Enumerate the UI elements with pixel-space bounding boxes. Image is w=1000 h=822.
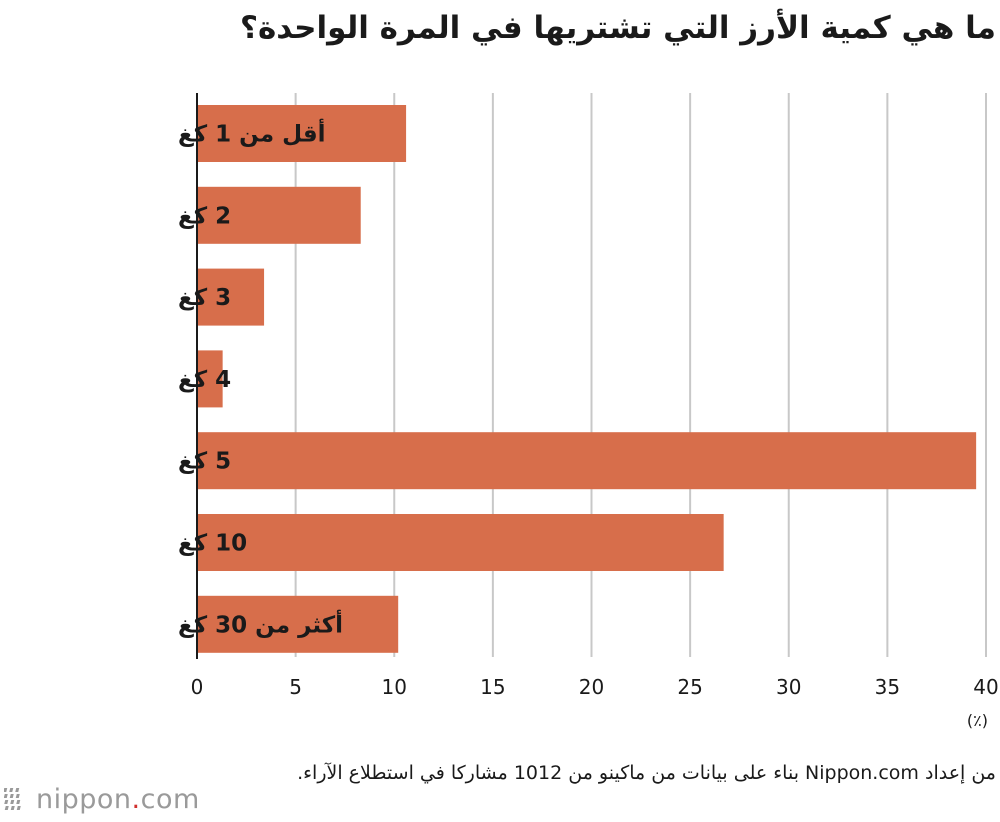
x-axis-unit: (٪) — [966, 711, 988, 730]
logo-prefix: nippon — [36, 784, 132, 815]
nippon-slash-mark-icon — [4, 788, 21, 810]
x-tick-label: 20 — [579, 675, 604, 699]
bar — [197, 186, 361, 244]
category-label: 3 كغ — [178, 285, 231, 311]
category-label: 4 كغ — [178, 367, 231, 393]
category-label: أكثر من 30 كغ — [178, 608, 343, 638]
chart-title: ما هي كمية الأرز التي تشتريها في المرة ا… — [239, 10, 996, 46]
logo-suffix: com — [140, 784, 200, 815]
x-tick-label: 25 — [677, 675, 702, 699]
bar — [197, 432, 977, 490]
category-label: 2 كغ — [178, 203, 231, 229]
bar — [197, 105, 407, 162]
source-note: من إعداد Nippon.com بناء على بيانات من م… — [297, 762, 996, 784]
x-tick-label: 10 — [382, 675, 407, 699]
nippon-logo: nippon.com — [4, 780, 200, 820]
logo-dot: . — [131, 784, 141, 815]
category-label: 5 كغ — [178, 449, 231, 475]
category-label: أقل من 1 كغ — [178, 118, 326, 148]
x-tick-label: 40 — [973, 675, 998, 699]
x-tick-label: 5 — [289, 675, 302, 699]
x-tick-label: 35 — [875, 675, 900, 699]
logo-wordmark: nippon.com — [36, 780, 200, 820]
category-label: 10 كغ — [178, 531, 247, 557]
bar — [197, 350, 223, 408]
x-tick-label: 15 — [480, 675, 505, 699]
bar — [197, 595, 399, 653]
x-tick-label: 30 — [776, 675, 801, 699]
x-tick-label: 0 — [191, 675, 204, 699]
bar — [197, 514, 724, 571]
bar — [197, 268, 265, 326]
